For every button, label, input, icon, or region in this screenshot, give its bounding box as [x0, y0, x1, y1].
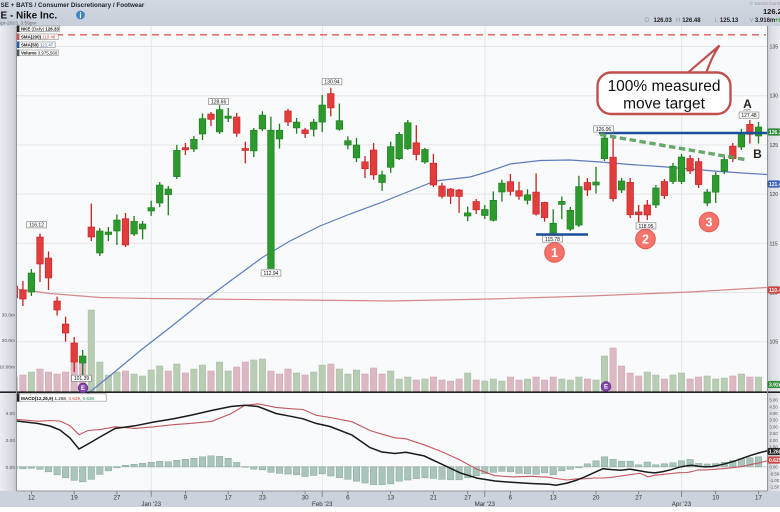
svg-text:SMA(50) 121.47: SMA(50) 121.47 [21, 42, 54, 47]
svg-text:10.00m: 10.00m [0, 365, 15, 371]
svg-text:3.00: 3.00 [770, 424, 779, 429]
svg-text:110.46: 110.46 [769, 288, 780, 294]
svg-text:30: 30 [302, 495, 309, 502]
svg-text:E: E [81, 386, 85, 392]
svg-text:6: 6 [346, 495, 350, 502]
svg-text:2: 2 [642, 233, 649, 247]
svg-text:E - Nike Inc.: E - Nike Inc. [1, 11, 58, 22]
svg-text:125: 125 [770, 143, 779, 149]
svg-text:A: A [743, 97, 752, 111]
svg-text:SMA(200) 110.46: SMA(200) 110.46 [21, 34, 56, 39]
svg-text:130.94: 130.94 [324, 80, 340, 86]
svg-text:100% measured: 100% measured [608, 78, 721, 95]
svg-text:i: i [79, 11, 81, 20]
svg-text:Apr-2023, 3:59pm: Apr-2023, 3:59pm [0, 20, 36, 26]
svg-text:Volume 3,975,560: Volume 3,975,560 [21, 50, 58, 55]
svg-text:MACD(12,26,9) 1.268, 0.629, 0.: MACD(12,26,9) 1.268, 0.629, 0.636 [21, 396, 95, 401]
svg-text:27: 27 [464, 495, 471, 502]
svg-text:20.0m: 20.0m [2, 338, 15, 344]
svg-text:1.268: 1.268 [769, 450, 780, 456]
svg-text:21: 21 [430, 495, 437, 502]
svg-text:-0.50: -0.50 [770, 471, 780, 476]
svg-text:4.50: 4.50 [770, 404, 779, 409]
svg-text:2.00: 2.00 [770, 438, 779, 443]
svg-text:NKE (Daily) 126.33: NKE (Daily) 126.33 [21, 26, 59, 31]
svg-text:19: 19 [71, 495, 78, 502]
svg-text:3: 3 [706, 216, 713, 230]
svg-text:Apr '23: Apr '23 [672, 501, 692, 507]
svg-text:4.00: 4.00 [6, 411, 16, 417]
svg-text:17: 17 [225, 495, 232, 502]
svg-text:4.00: 4.00 [770, 411, 779, 416]
svg-text:112.94: 112.94 [264, 271, 279, 277]
svg-text:SE + BATS / Consumer Discretio: SE + BATS / Consumer Discretionary / Foo… [1, 2, 145, 9]
svg-text:-1.50: -1.50 [770, 485, 780, 490]
svg-text:E: E [604, 385, 608, 391]
svg-text:30.0m: 30.0m [2, 313, 15, 319]
svg-text:2.00: 2.00 [6, 438, 16, 444]
svg-text:13: 13 [550, 495, 557, 502]
svg-text:Jan '23: Jan '23 [141, 501, 161, 507]
svg-text:2.50: 2.50 [770, 431, 779, 436]
svg-text:Feb '23: Feb '23 [312, 501, 333, 507]
svg-text:5.00: 5.00 [770, 398, 779, 403]
svg-text:135: 135 [770, 45, 779, 51]
svg-text:3.50: 3.50 [770, 418, 779, 423]
svg-text:17: 17 [755, 495, 762, 502]
svg-text:move target: move target [623, 96, 706, 113]
svg-text:20: 20 [593, 495, 600, 502]
svg-text:121.47: 121.47 [769, 182, 780, 188]
svg-text:115.78: 115.78 [545, 237, 560, 243]
svg-text:10: 10 [712, 495, 719, 502]
svg-text:13: 13 [387, 495, 394, 502]
svg-text:Mar '23: Mar '23 [475, 501, 496, 507]
svg-text:105: 105 [770, 340, 779, 346]
svg-text:B: B [753, 147, 762, 161]
svg-text:9: 9 [184, 495, 188, 502]
svg-text:0.00: 0.00 [770, 465, 779, 470]
svg-text:3.92m: 3.92m [769, 383, 780, 389]
svg-text:-1.00: -1.00 [770, 478, 780, 483]
svg-text:6: 6 [509, 495, 513, 502]
svg-text:101.39: 101.39 [74, 376, 90, 382]
svg-text:0.00: 0.00 [6, 465, 16, 471]
svg-text:116.12: 116.12 [29, 223, 44, 229]
svg-text:27: 27 [113, 495, 120, 502]
svg-text:128.66: 128.66 [211, 99, 227, 105]
svg-text:1: 1 [551, 246, 558, 260]
svg-text:130: 130 [770, 94, 779, 100]
svg-text:12: 12 [28, 495, 35, 502]
svg-text:127.48: 127.48 [741, 113, 757, 119]
svg-text:27: 27 [635, 495, 642, 502]
svg-text:0.629: 0.629 [769, 458, 780, 464]
svg-text:115: 115 [770, 241, 778, 247]
svg-text:120: 120 [770, 192, 779, 198]
svg-text:126.26: 126.26 [763, 7, 780, 16]
svg-text:23: 23 [259, 495, 266, 502]
svg-text:126.06: 126.06 [596, 127, 612, 133]
svg-text:126.33: 126.33 [769, 130, 780, 136]
